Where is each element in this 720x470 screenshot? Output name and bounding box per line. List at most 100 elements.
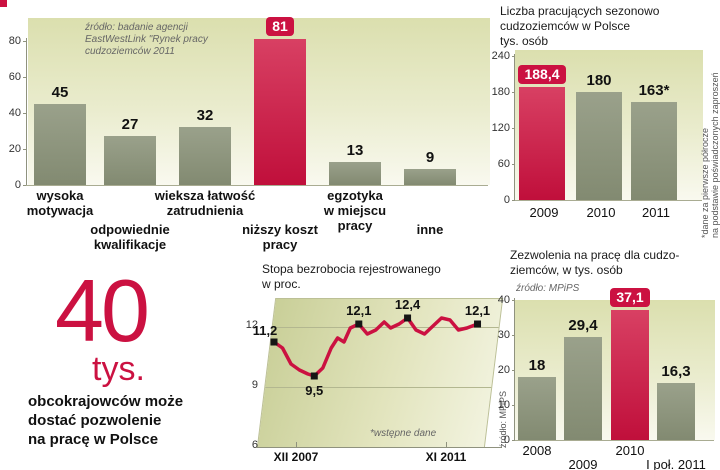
x-axis-label: XI 2011 <box>425 450 467 464</box>
chart-unemployment: Stopa bezrobocia rejestrowanego w proc. … <box>246 258 508 470</box>
x-tick <box>296 442 297 447</box>
bar-value-label: 180 <box>586 72 612 89</box>
x-axis-baseline <box>514 200 702 201</box>
y-axis <box>26 38 27 186</box>
x-axis-label: 2011 <box>642 205 670 220</box>
line-point-marker <box>310 372 318 380</box>
bar-value-label: 32 <box>196 107 214 125</box>
chart-title: Zezwolenia na pracę dla cudzo- ziemców, … <box>510 248 680 277</box>
y-tick-label: 120 <box>491 122 516 134</box>
y-tick-label: 40 <box>497 294 516 306</box>
bar-value-label: 18 <box>528 357 546 374</box>
bar-value-badge: 81 <box>266 17 294 37</box>
category-label: inne <box>416 222 444 237</box>
callout-text: obcokrajowców może dostać pozwolenie na … <box>28 392 218 449</box>
bar-column: 13 <box>329 41 381 185</box>
bar-column: 45 <box>34 41 86 185</box>
y-tick-label: 6 <box>251 439 258 451</box>
y-tick-label: 20 <box>8 143 27 155</box>
category-label: egzotyka w miejscu pracy <box>323 188 387 233</box>
y-tick-label: 80 <box>8 35 27 47</box>
chart-work-permits: Zezwolenia na pracę dla cudzo- ziemców, … <box>498 243 720 470</box>
y-tick-label: 0 <box>503 434 516 446</box>
bar <box>518 377 556 440</box>
chart-title: Stopa bezrobocia rejestrowanego w proc. <box>262 262 441 291</box>
x-axis-label: 2010 <box>615 443 645 458</box>
bar-column: 163* <box>631 56 677 200</box>
x-tick <box>446 442 447 447</box>
y-tick-label: 10 <box>497 399 516 411</box>
x-axis-label: 2008 <box>522 443 552 458</box>
category-label: niższy koszt pracy <box>242 222 318 252</box>
category-label: odpowiednie kwalifikacje <box>90 222 170 252</box>
bar <box>104 136 156 185</box>
line-point-marker <box>270 338 278 346</box>
x-axis-label: I poł. 2011 <box>646 457 706 470</box>
bar-column: 16,3 <box>657 300 695 440</box>
unemployment-line-svg <box>270 314 482 380</box>
bar <box>254 39 306 185</box>
y-tick-label: 60 <box>8 71 27 83</box>
chart-reasons: 80 60 40 20 0 źródło: badanie agencji Ea… <box>0 0 496 260</box>
line-point-label: 11,2 <box>252 323 278 338</box>
y-axis <box>514 298 515 440</box>
y-tick-label: 60 <box>497 158 516 170</box>
y-tick-label: 0 <box>14 179 27 191</box>
x-axis-label: XII 2007 <box>273 450 319 464</box>
y-axis-ticks: 40 30 20 10 0 <box>492 294 516 446</box>
bar-value-label: 16,3 <box>661 362 691 380</box>
bar-column-highlight: 81 <box>254 17 306 185</box>
callout-text-bold: obcokrajowców <box>28 393 141 410</box>
plot-area: 45 27 32 81 13 9 <box>28 17 488 185</box>
x-axis <box>256 447 502 448</box>
bar-column-highlight: 188,4 <box>518 56 566 200</box>
bar-column: 27 <box>104 41 156 185</box>
line-point-marker <box>404 314 412 322</box>
x-axis-label: 2010 <box>586 205 616 220</box>
bar <box>329 161 381 185</box>
chart-source: źródło: MPiPS <box>516 283 580 294</box>
y-tick-label: 0 <box>503 194 516 206</box>
y-tick-label: 40 <box>8 107 27 119</box>
y-tick-label: 30 <box>497 329 516 341</box>
x-axis-label: 2009 <box>568 457 598 470</box>
callout-text-rest: może dostać pozwolenie na pracę w Polsce <box>28 393 184 448</box>
bar <box>519 86 565 200</box>
x-axis-label: 2009 <box>529 205 559 220</box>
bar-column: 9 <box>404 41 456 185</box>
bar <box>611 310 649 440</box>
bar-value-label: 9 <box>425 148 435 166</box>
line-point-marker <box>474 320 482 328</box>
x-axis-baseline <box>26 185 488 186</box>
bar-column: 32 <box>179 41 231 185</box>
plot-area: 188,4 180 163* <box>516 56 696 200</box>
y-axis <box>514 54 515 200</box>
category-label: wieksza łatwość zatrudnienia <box>154 188 256 218</box>
chart-footnote: *wstępne dane <box>370 428 437 439</box>
line-point-label: 12,4 <box>394 297 421 312</box>
y-tick-label: 240 <box>491 50 516 62</box>
y-axis-ticks: 80 60 40 20 0 <box>0 35 27 191</box>
y-tick-label: 180 <box>491 86 516 98</box>
bar <box>576 92 622 200</box>
x-axis-baseline <box>514 440 714 441</box>
bar <box>657 382 695 440</box>
y-axis-ticks: 240 180 120 60 0 <box>491 50 516 206</box>
chart-title: Liczba pracujących sezonowo cudzoziemców… <box>500 4 660 48</box>
bar <box>564 337 602 440</box>
bar-value-label: 163* <box>638 82 670 100</box>
bar <box>631 102 677 200</box>
chart-footnote-rotated: *dane za pierwsze półrocze na podstawie … <box>700 72 720 238</box>
category-label: wysoka motywacja <box>26 188 94 218</box>
bar <box>404 168 456 185</box>
bar-column: 18 <box>518 300 556 440</box>
bar-value-label: 45 <box>51 84 69 101</box>
bar-value-badge: 37,1 <box>610 288 650 308</box>
bar-value-label: 13 <box>346 141 364 159</box>
bar-value-label: 27 <box>121 116 139 134</box>
callout-unit: tys. <box>92 350 145 388</box>
corner-mark <box>0 0 7 7</box>
chart-source: źródło: badanie agencji EastWestLink "Ry… <box>85 22 208 57</box>
unemployment-line <box>272 316 480 378</box>
plot-area: 18 29,4 37,1 16,3 <box>518 288 714 440</box>
